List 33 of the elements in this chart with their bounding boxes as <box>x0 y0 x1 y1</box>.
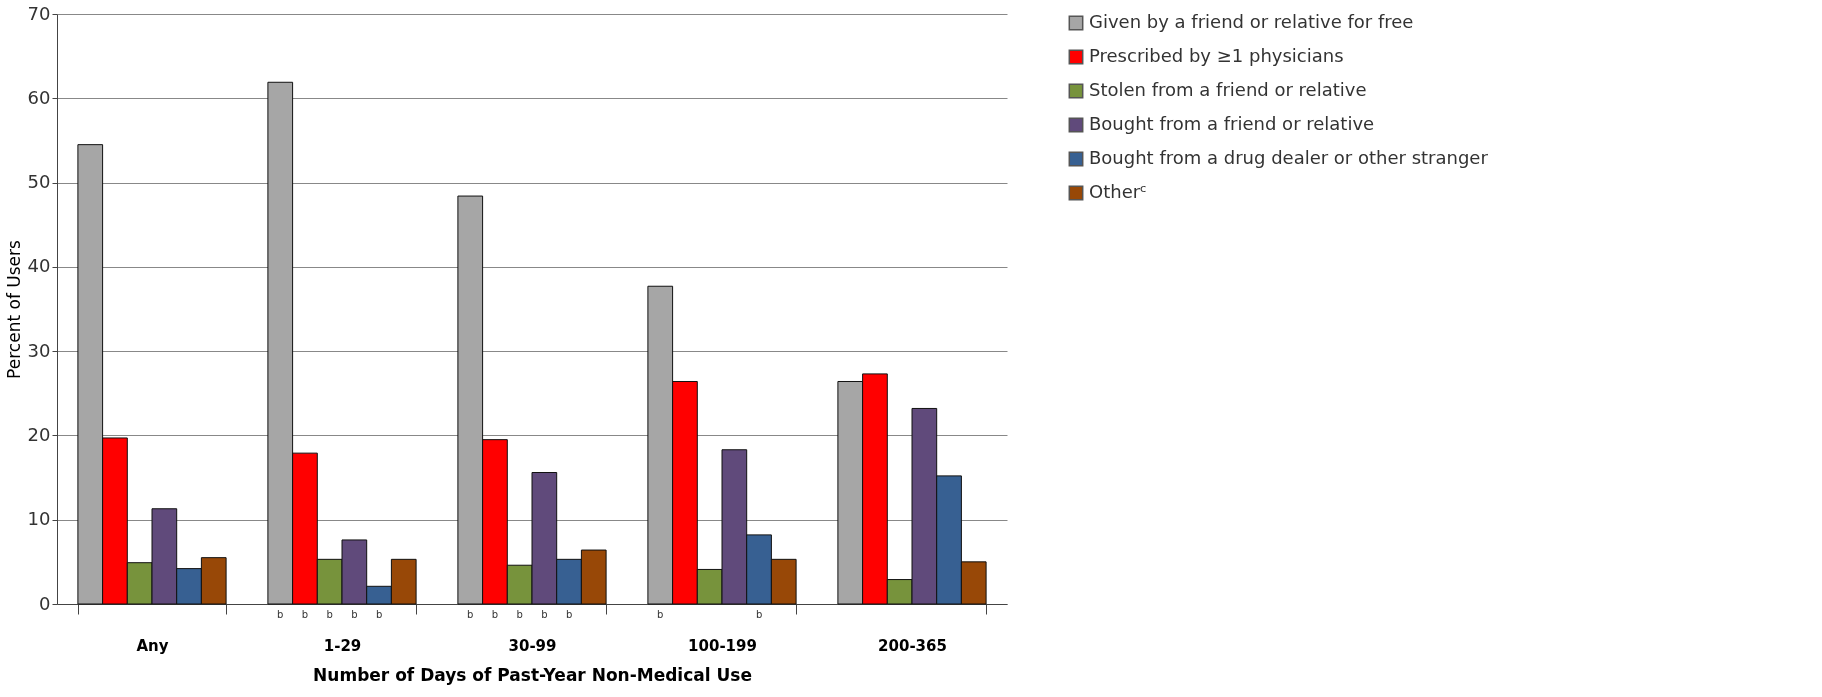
x-tick-label: 30-99 <box>508 636 557 655</box>
y-tick-label: 50 <box>27 171 51 193</box>
y-tick-label: 40 <box>27 255 51 277</box>
data-label: b <box>657 609 664 620</box>
data-label: b <box>467 609 474 620</box>
y-axis-title: Percent of Users <box>3 239 24 379</box>
x-tick-label: 200-365 <box>878 636 947 655</box>
data-label: b <box>301 609 309 620</box>
y-tick-label: 0 <box>39 592 51 614</box>
legend-label: Stolen from a friend or relative <box>1089 79 1367 100</box>
y-tick-label: 60 <box>27 86 51 108</box>
legend-label: Prescribed by ≥1 physicians <box>1089 45 1344 66</box>
x-tick-label: Any <box>136 636 169 655</box>
data-label: b <box>326 609 333 620</box>
x-axis-title: Number of Days of Past-Year Non-Medical Use <box>313 664 752 685</box>
data-label: b <box>491 609 499 620</box>
data-label: b <box>375 609 383 620</box>
y-tick-label: 30 <box>27 339 51 361</box>
y-tick-label: 10 <box>27 508 51 530</box>
legend-label: Bought from a drug dealer or other stranger <box>1089 147 1489 168</box>
data-label: b <box>516 609 523 620</box>
data-label: b <box>755 609 763 620</box>
data-label: b <box>351 609 358 620</box>
x-tick-label: 1-29 <box>323 636 362 655</box>
y-tick-label: 70 <box>27 2 51 24</box>
data-label: b <box>541 609 548 620</box>
x-tick-label: 100-199 <box>688 636 757 655</box>
y-tick-label: 20 <box>27 423 51 445</box>
legend-label: Otherᶜ <box>1089 181 1147 202</box>
data-label: b <box>565 609 573 620</box>
legend-label: Given by a friend or relative for free <box>1089 11 1414 32</box>
data-label: b <box>277 609 284 620</box>
legend-label: Bought from a friend or relative <box>1089 113 1375 134</box>
